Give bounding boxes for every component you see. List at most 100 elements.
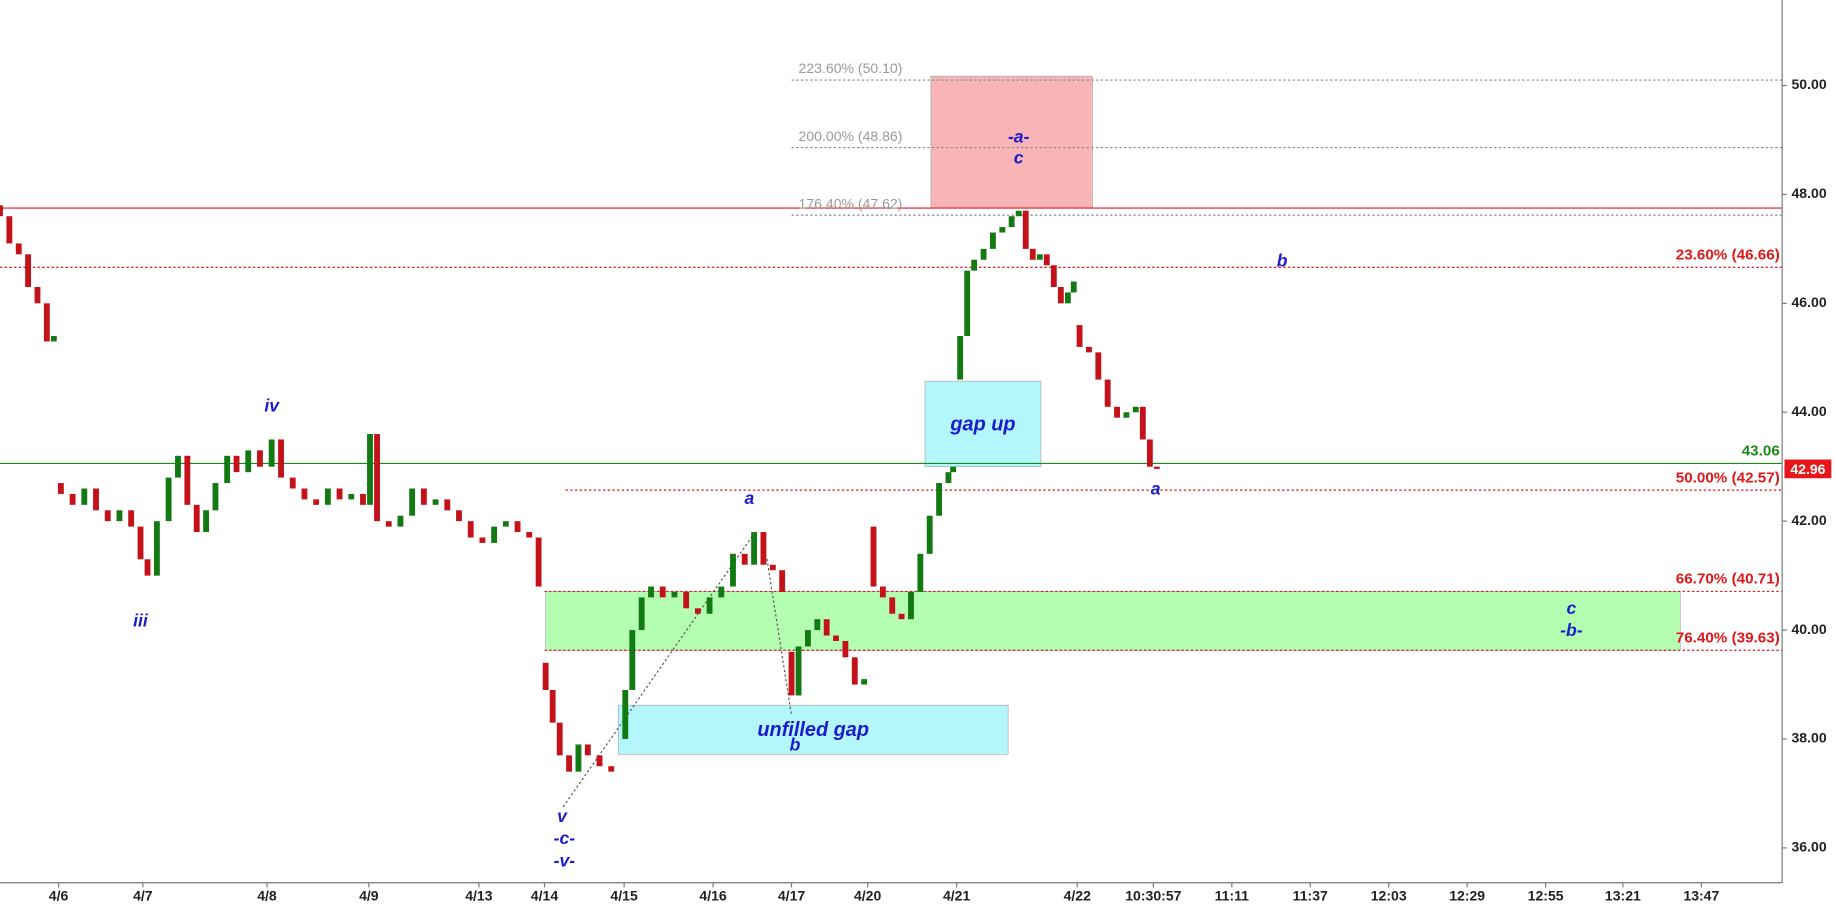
candle-body bbox=[814, 619, 821, 631]
candle-body bbox=[367, 434, 373, 505]
candle-body bbox=[526, 532, 533, 538]
candle-body bbox=[1022, 210, 1029, 249]
candle-body bbox=[683, 591, 690, 609]
x-tick-label: 4/9 bbox=[359, 888, 379, 904]
extension-label: 223.60% (50.10) bbox=[799, 60, 903, 76]
candle-body bbox=[25, 254, 32, 287]
candle-body bbox=[671, 591, 678, 598]
candle-body bbox=[432, 499, 439, 505]
candle-body bbox=[779, 570, 786, 592]
candle-body bbox=[502, 521, 509, 527]
candle-body bbox=[556, 722, 563, 756]
last-price-box bbox=[1784, 459, 1832, 479]
candle-body bbox=[479, 537, 486, 543]
candle-body bbox=[1064, 292, 1071, 304]
candle-body bbox=[360, 493, 366, 505]
candle-body bbox=[1139, 406, 1146, 440]
candle-body bbox=[420, 488, 427, 505]
candle-body bbox=[374, 434, 380, 522]
candle-body bbox=[917, 553, 924, 592]
candle-body bbox=[137, 526, 144, 560]
candle-body bbox=[622, 689, 629, 739]
candle-body bbox=[898, 613, 905, 620]
candle-body bbox=[104, 510, 111, 522]
wave-label: -c- bbox=[554, 828, 576, 848]
candle-body bbox=[1070, 281, 1077, 293]
fib-label: 66.70% (40.71) bbox=[1676, 571, 1780, 588]
candle-body bbox=[336, 488, 343, 500]
y-tick-label: 44.00 bbox=[1791, 403, 1826, 419]
last-price-label: 42.96 bbox=[1790, 461, 1825, 477]
candle-body bbox=[1036, 254, 1043, 260]
candles bbox=[0, 205, 1160, 772]
candle-body bbox=[760, 532, 767, 565]
candle-body bbox=[193, 504, 200, 533]
x-tick-label: 4/8 bbox=[257, 888, 277, 904]
candle-body bbox=[1146, 439, 1153, 467]
wave-label: a bbox=[1151, 479, 1161, 499]
candle-body bbox=[203, 510, 210, 533]
candle-body bbox=[1132, 406, 1139, 413]
zone bbox=[617, 704, 1009, 755]
candle-body bbox=[1086, 346, 1092, 353]
candle-body bbox=[842, 640, 849, 658]
candle-body bbox=[348, 493, 355, 500]
candle-body bbox=[1095, 352, 1102, 380]
wave-label: v bbox=[557, 806, 568, 826]
candle-body bbox=[43, 303, 50, 342]
candle-body bbox=[324, 488, 331, 505]
candle-body bbox=[861, 679, 868, 685]
wave-label: b bbox=[790, 735, 801, 755]
candle-body bbox=[93, 488, 99, 511]
candle-body bbox=[566, 755, 572, 772]
x-tick-label: 4/22 bbox=[1064, 888, 1092, 904]
candle-body bbox=[1043, 254, 1050, 266]
candle-body bbox=[34, 286, 41, 304]
x-tick-label: 4/7 bbox=[133, 888, 153, 904]
candle-body bbox=[1123, 412, 1130, 418]
candle-body bbox=[694, 608, 701, 614]
candle-body bbox=[313, 499, 320, 505]
wave-label: -v- bbox=[554, 850, 576, 870]
zone bbox=[930, 75, 1093, 209]
wave-label: -a- bbox=[1008, 127, 1030, 147]
fib-label: 76.40% (39.63) bbox=[1676, 630, 1780, 647]
candle-body bbox=[535, 537, 542, 587]
zone-label: unfilled gap bbox=[757, 719, 869, 741]
candle-body bbox=[212, 483, 219, 511]
zone-label: gap up bbox=[949, 413, 1015, 435]
candle-body bbox=[1008, 216, 1015, 228]
y-tick-label: 42.00 bbox=[1791, 512, 1826, 528]
candle-body bbox=[795, 646, 802, 696]
candle-body bbox=[514, 521, 521, 533]
candle-body bbox=[456, 510, 462, 522]
candle-body bbox=[980, 248, 987, 260]
candle-body bbox=[926, 515, 933, 554]
fib-label: 50.00% (42.57) bbox=[1676, 469, 1780, 486]
candle-body bbox=[175, 455, 181, 478]
candle-body bbox=[245, 450, 252, 473]
y-tick-label: 38.00 bbox=[1791, 730, 1826, 746]
candle-body bbox=[648, 586, 654, 598]
candle-body bbox=[741, 553, 748, 565]
candle-body bbox=[629, 630, 636, 690]
candle-body bbox=[805, 630, 811, 647]
price-line-label: 43.06 bbox=[1742, 443, 1780, 460]
candle-body bbox=[575, 744, 582, 772]
candle-body bbox=[999, 227, 1006, 233]
x-tick-label: 4/16 bbox=[699, 888, 727, 904]
extension-label: 176.40% (47.62) bbox=[799, 195, 903, 211]
candle-body bbox=[1057, 286, 1064, 304]
wave-label: c bbox=[1014, 148, 1024, 168]
candle-body bbox=[444, 499, 451, 511]
candle-body bbox=[549, 689, 556, 723]
candle-body bbox=[751, 532, 757, 565]
candle-body bbox=[1029, 248, 1036, 260]
wave-trendline bbox=[766, 558, 793, 716]
x-tick-label: 4/13 bbox=[465, 888, 493, 904]
candle-body bbox=[957, 336, 964, 380]
candle-body bbox=[1050, 265, 1057, 287]
candle-body bbox=[638, 597, 645, 631]
